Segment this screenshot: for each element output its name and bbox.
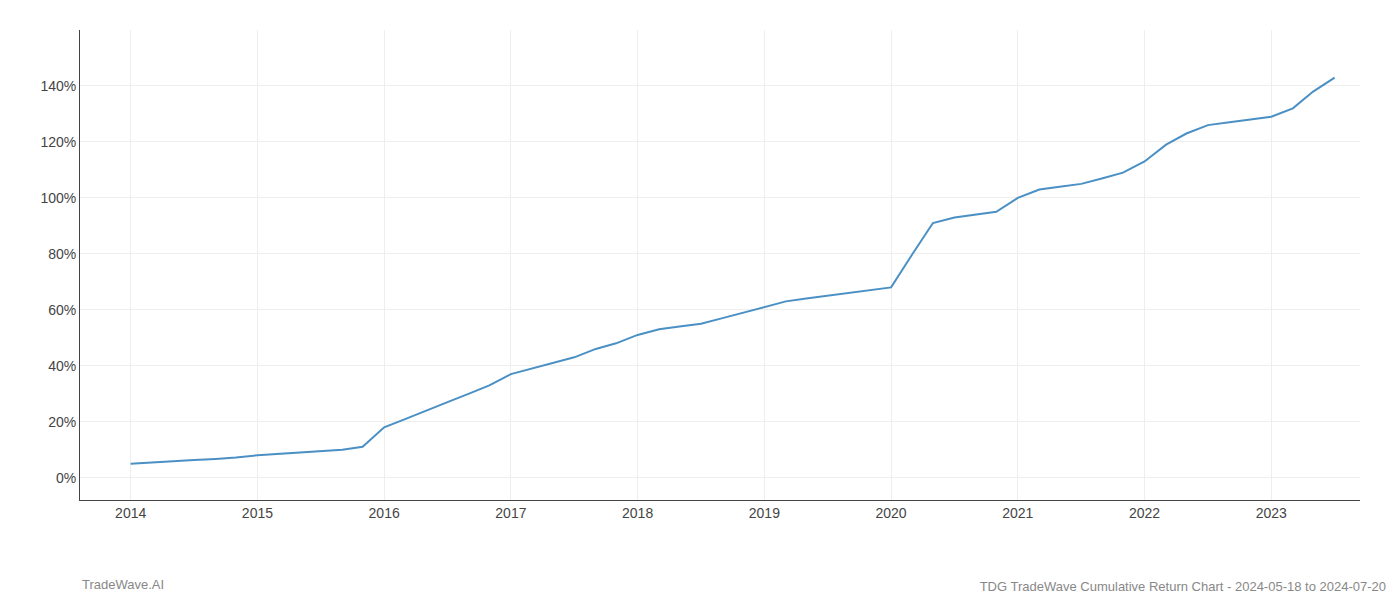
svg-text:2023: 2023	[1256, 505, 1287, 521]
svg-text:140%: 140%	[40, 78, 76, 94]
svg-text:2019: 2019	[749, 505, 780, 521]
svg-text:60%: 60%	[48, 302, 76, 318]
svg-text:20%: 20%	[48, 414, 76, 430]
svg-text:2017: 2017	[495, 505, 526, 521]
svg-text:0%: 0%	[56, 470, 76, 486]
svg-text:TDG TradeWave Cumulative Retur: TDG TradeWave Cumulative Return Chart - …	[980, 579, 1386, 594]
svg-text:120%: 120%	[40, 134, 76, 150]
svg-text:80%: 80%	[48, 246, 76, 262]
svg-text:2014: 2014	[115, 505, 146, 521]
svg-text:2018: 2018	[622, 505, 653, 521]
svg-text:2015: 2015	[242, 505, 273, 521]
svg-text:2022: 2022	[1129, 505, 1160, 521]
svg-text:TradeWave.AI: TradeWave.AI	[82, 577, 164, 592]
svg-text:40%: 40%	[48, 358, 76, 374]
svg-text:2020: 2020	[876, 505, 907, 521]
svg-text:2021: 2021	[1002, 505, 1033, 521]
svg-text:2016: 2016	[369, 505, 400, 521]
svg-text:100%: 100%	[40, 190, 76, 206]
